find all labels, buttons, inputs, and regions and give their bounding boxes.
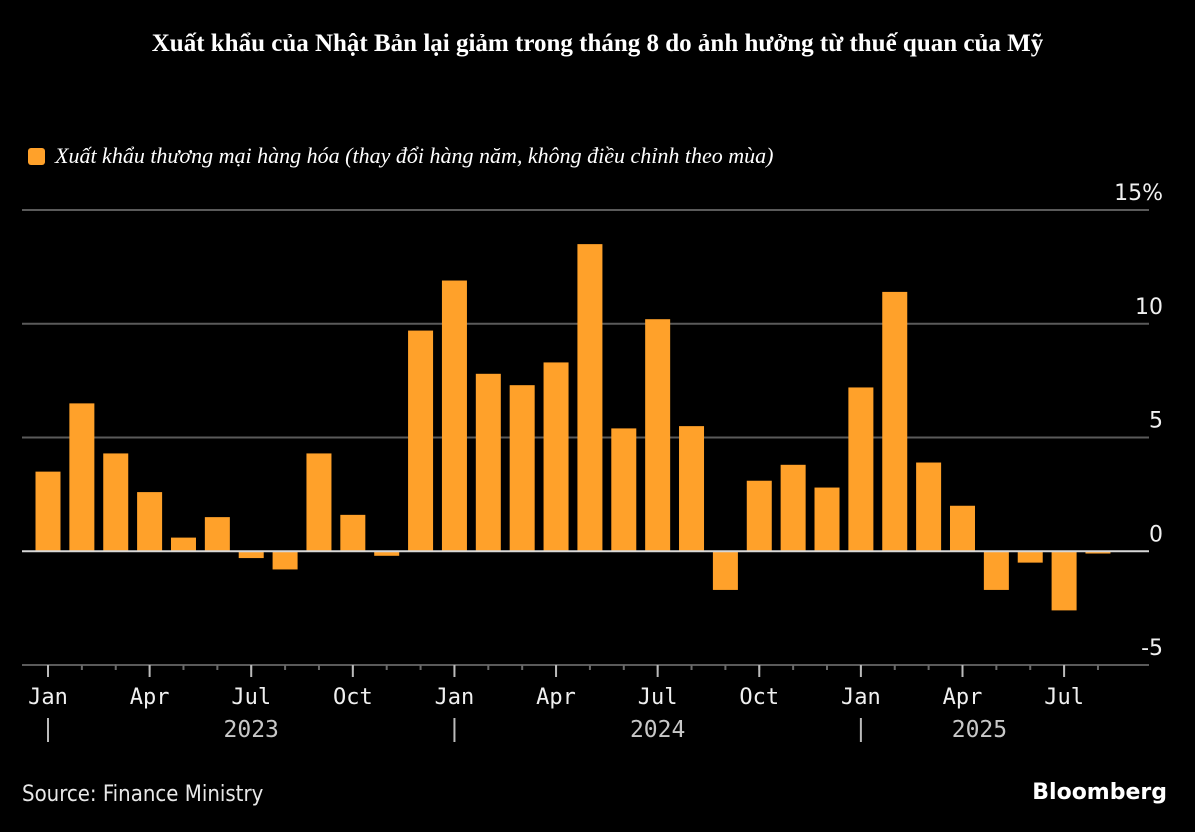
bar [679, 426, 705, 552]
y-tick-label: -5 [1141, 636, 1163, 661]
bar [882, 291, 908, 552]
legend: Xuất khẩu thương mại hàng hóa (thay đổi … [28, 143, 773, 169]
bar [340, 514, 366, 552]
bar [916, 462, 942, 552]
bloomberg-logo: Bloomberg [1032, 780, 1167, 805]
bar [103, 453, 129, 552]
year-label: 2023 [224, 717, 279, 743]
bar [170, 537, 196, 552]
bar [509, 385, 535, 552]
bar [374, 551, 400, 556]
bar [1017, 551, 1043, 563]
bar [137, 492, 163, 552]
x-tick-label: Oct [333, 685, 373, 710]
x-axis: Jan Apr Jul Oct Jan Apr Jul Oct Jan Apr Jul 2023 202… [22, 664, 1149, 743]
bar [1085, 551, 1111, 554]
x-tick-label: Apr [536, 685, 576, 710]
y-tick-label: 10 [1135, 295, 1163, 320]
bar [983, 551, 1009, 590]
bar [69, 403, 95, 552]
bar [712, 551, 738, 590]
bar [204, 517, 230, 552]
x-tick-label: Jul [1044, 685, 1084, 710]
bar [238, 551, 264, 559]
x-tick-label: Jul [638, 685, 678, 710]
y-axis: -5 0 5 10 15% [1114, 181, 1163, 661]
year-label: 2025 [952, 717, 1007, 743]
bar [814, 487, 840, 552]
bars [35, 244, 1111, 611]
bar [543, 362, 569, 552]
x-tick-label: Apr [943, 685, 983, 710]
x-tick-label: Jan [28, 685, 68, 710]
year-label: 2024 [630, 717, 685, 743]
x-tick-label: Jan [841, 685, 881, 710]
bar [577, 244, 603, 552]
bar [645, 319, 671, 552]
x-tick-label: Jul [231, 685, 271, 710]
x-tick-label: Jan [435, 685, 475, 710]
legend-label: Xuất khẩu thương mại hàng hóa (thay đổi … [55, 143, 774, 168]
legend-swatch [28, 147, 45, 165]
bar [746, 480, 772, 552]
bar [949, 505, 975, 552]
bar [408, 330, 434, 552]
bar [306, 453, 332, 552]
source-note: Source: Finance Ministry [22, 782, 264, 807]
bar [272, 551, 298, 570]
x-tick-label: Oct [739, 685, 779, 710]
y-tick-label: 0 [1149, 522, 1163, 547]
bar [441, 280, 467, 552]
bar [1051, 551, 1077, 611]
x-tick-label: Apr [130, 685, 170, 710]
bar [611, 428, 637, 552]
bar [848, 387, 874, 552]
bar [35, 471, 61, 552]
bar [780, 464, 806, 552]
y-tick-label: 15% [1114, 181, 1163, 206]
bar [475, 373, 501, 552]
chart-title: Xuất khẩu của Nhật Bản lại giảm trong th… [151, 30, 1044, 57]
y-tick-label: 5 [1149, 409, 1163, 434]
